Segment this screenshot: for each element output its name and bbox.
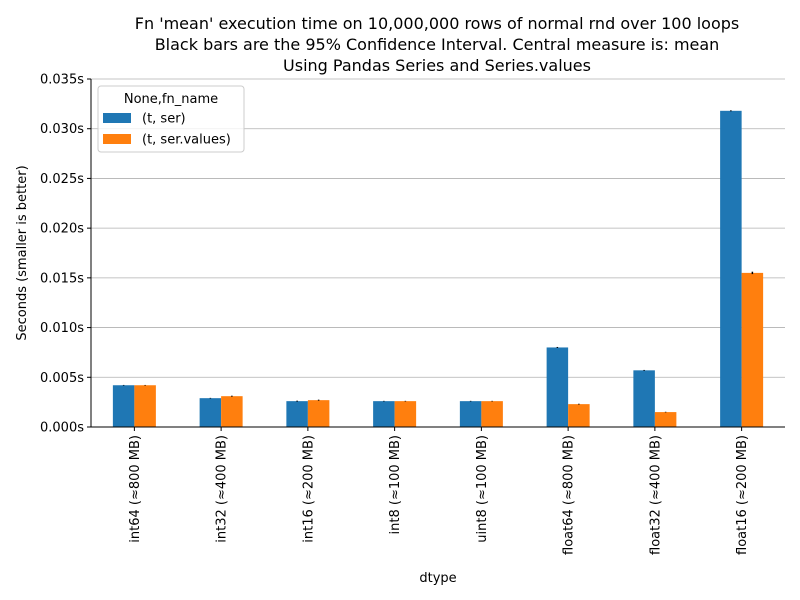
chart-title-line-3: Using Pandas Series and Series.values	[283, 56, 591, 75]
y-tick-label: 0.015s	[40, 271, 84, 286]
bar	[720, 110, 742, 428]
x-tick-label: int64 (≈800 MB)	[128, 435, 143, 543]
bar	[307, 400, 330, 427]
legend: None,fn_name (t, ser) (t, ser.values)	[97, 85, 245, 153]
axes	[90, 79, 785, 428]
y-tick-label: 0.020s	[40, 222, 84, 237]
y-tick-label: 0.035s	[40, 73, 84, 88]
y-tick-label: 0.025s	[40, 172, 84, 187]
legend-title: None,fn_name	[124, 92, 218, 107]
bar	[286, 401, 308, 427]
bar	[741, 272, 764, 427]
x-tick-label: int32 (≈400 MB)	[215, 435, 230, 543]
legend-swatch	[103, 113, 131, 123]
x-ticks: int64 (≈800 MB) int32 (≈400 MB) int16 (≈20…	[128, 427, 750, 555]
x-tick-label: float16 (≈200 MB)	[735, 435, 750, 555]
chart-title-line-1: Fn 'mean' execution time on 10,000,000 r…	[135, 14, 739, 33]
legend-label: (t, ser)	[142, 112, 186, 127]
chart-title: Fn 'mean' execution time on 10,000,000 r…	[135, 14, 739, 75]
y-tick-label: 0.010s	[40, 321, 84, 336]
bar	[459, 401, 482, 427]
y-ticks: 0.000s 0.005s 0.010s 0.015s 0.020s 0.025s 0.03…	[40, 73, 91, 436]
legend-swatch	[103, 134, 131, 144]
bar	[134, 385, 156, 427]
legend-label: (t, ser.values)	[142, 133, 231, 148]
y-tick-label: 0.005s	[40, 371, 84, 386]
error-bars	[122, 110, 754, 413]
y-axis-label: Seconds (smaller is better)	[15, 165, 30, 340]
bar	[199, 398, 222, 427]
x-tick-label: uint8 (≈100 MB)	[475, 435, 490, 543]
bars	[112, 110, 764, 428]
y-tick-label: 0.000s	[40, 421, 84, 436]
bar	[112, 385, 135, 427]
bar	[568, 404, 590, 427]
chart-title-line-2: Black bars are the 95% Confidence Interv…	[155, 35, 720, 54]
legend-box	[97, 85, 245, 153]
x-tick-label: int8 (≈100 MB)	[388, 435, 403, 534]
bar	[546, 347, 569, 427]
x-tick-label: int16 (≈200 MB)	[301, 435, 316, 543]
x-axis-label: dtype	[419, 571, 456, 586]
y-tick-label: 0.030s	[40, 122, 84, 137]
x-tick-label: float64 (≈800 MB)	[562, 435, 577, 555]
bar	[221, 396, 243, 427]
bar	[394, 401, 417, 427]
bar	[633, 370, 655, 427]
bar	[373, 401, 395, 427]
bar	[654, 412, 677, 427]
x-tick-label: float32 (≈400 MB)	[648, 435, 663, 555]
bar	[481, 401, 503, 427]
